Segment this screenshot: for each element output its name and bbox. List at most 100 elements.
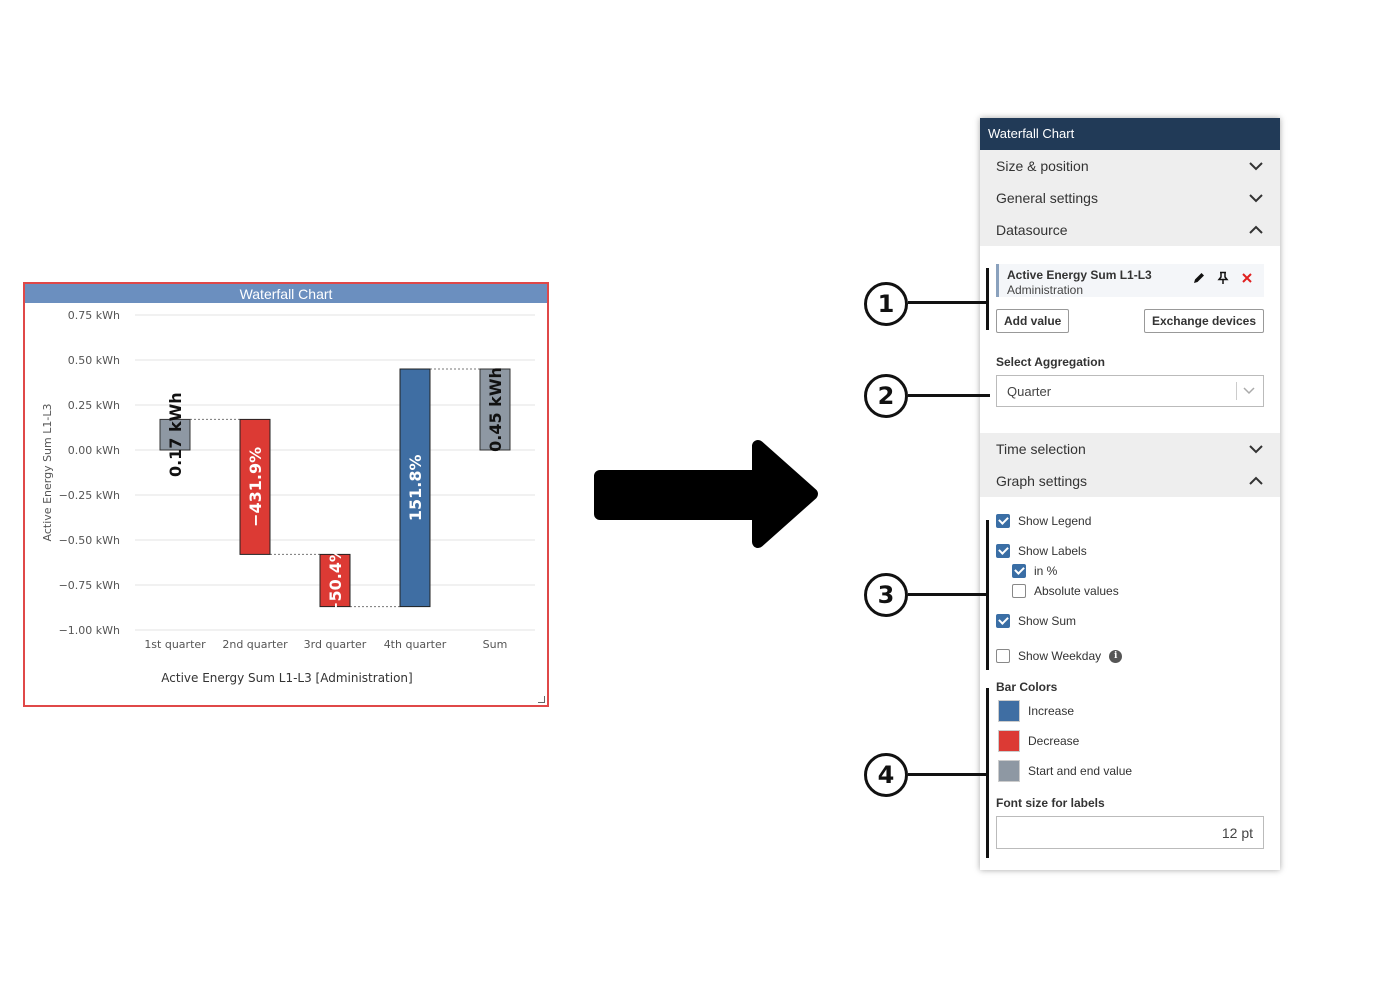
section-label: Time selection (996, 441, 1086, 457)
callout-bracket (986, 688, 989, 858)
start-end-color-swatch[interactable] (998, 760, 1020, 782)
bar-decrease (319, 553, 351, 608)
callout-bracket (986, 520, 989, 670)
show-labels-checkbox[interactable]: Show Labels (996, 541, 1264, 561)
panel-header: Waterfall Chart (980, 118, 1280, 150)
show-legend-checkbox[interactable]: Show Legend (996, 511, 1264, 531)
chevron-down-icon (1249, 162, 1263, 171)
font-size-input[interactable]: 12 pt (996, 816, 1264, 849)
show-weekday-checkbox[interactable]: Show Weekday i (996, 646, 1264, 666)
chevron-up-icon (1249, 225, 1263, 234)
checkbox-unchecked[interactable] (1012, 584, 1026, 598)
chevron-up-icon (1249, 476, 1263, 485)
aggregation-value: Quarter (1007, 383, 1052, 399)
start-end-color-row[interactable]: Start and end value (996, 756, 1264, 786)
checkbox-checked[interactable] (996, 614, 1010, 628)
datasource-name: Active Energy Sum L1-L3 (1007, 268, 1152, 282)
datasource-item[interactable]: Active Energy Sum L1-L3 Administration (996, 264, 1264, 297)
close-icon[interactable] (1240, 271, 1254, 285)
add-value-button[interactable]: Add value (996, 309, 1070, 333)
color-label: Decrease (1028, 734, 1080, 748)
callout-line (908, 394, 990, 397)
pin-icon[interactable] (1216, 271, 1230, 285)
font-size-value: 12 pt (1221, 824, 1253, 841)
y-tick-label: −1.00 kWh (59, 624, 120, 637)
section-datasource[interactable]: Datasource (980, 214, 1280, 246)
y-tick-label: 0.50 kWh (68, 354, 120, 367)
checkbox-label: Absolute values (1034, 584, 1119, 598)
x-tick-label: Sum (483, 638, 508, 651)
pencil-icon[interactable] (1192, 271, 1206, 285)
color-label: Start and end value (1028, 764, 1133, 778)
bar-data-label: 151.8% (406, 454, 425, 521)
decrease-color-swatch[interactable] (998, 730, 1020, 752)
y-tick-label: 0.25 kWh (68, 399, 120, 412)
section-size-position[interactable]: Size & position (980, 150, 1280, 182)
resize-handle[interactable] (538, 696, 545, 703)
bar-start (159, 418, 191, 451)
section-time-selection[interactable]: Time selection (980, 433, 1280, 465)
callout-line (908, 773, 988, 776)
bar-data-label: −50.4% (326, 546, 345, 615)
right-arrow-icon (594, 440, 818, 548)
color-label: Increase (1028, 704, 1075, 718)
section-graph-settings[interactable]: Graph settings (980, 465, 1280, 497)
increase-color-swatch[interactable] (998, 700, 1020, 722)
callout-bracket (986, 268, 989, 330)
increase-color-row[interactable]: Increase (996, 696, 1264, 726)
in-percent-checkbox[interactable]: in % (996, 561, 1264, 581)
checkbox-label: Show Legend (1018, 514, 1092, 528)
chart-title: Waterfall Chart (239, 286, 333, 302)
callout-3: 3 (864, 573, 908, 617)
checkbox-label: Show Weekday (1018, 649, 1102, 663)
checkbox-checked[interactable] (996, 514, 1010, 528)
checkbox-checked[interactable] (1012, 564, 1026, 578)
checkbox-label: Show Sum (1018, 614, 1077, 628)
font-size-label: Font size for labels (996, 796, 1105, 810)
y-tick-label: 0.00 kWh (68, 444, 120, 457)
datasource-location: Administration (1007, 283, 1084, 297)
chevron-down-icon (1243, 387, 1255, 395)
chevron-down-icon (1249, 445, 1263, 454)
bar-increase (399, 368, 431, 608)
section-label: Size & position (996, 158, 1089, 174)
checkbox-checked[interactable] (996, 544, 1010, 558)
callout-line (908, 301, 988, 304)
bar-decrease (239, 418, 271, 555)
y-tick-label: −0.50 kWh (59, 534, 120, 547)
aggregation-select[interactable]: Quarter (996, 375, 1264, 407)
aggregation-label: Select Aggregation (996, 355, 1105, 369)
waterfall-chart-widget[interactable]: Waterfall Chart 0.75 kWh 0.50 kWh 0.25 kWh… (23, 282, 549, 707)
info-icon[interactable]: i (1109, 649, 1123, 663)
chevron-down-icon (1249, 194, 1263, 203)
absolute-values-checkbox[interactable]: Absolute values (996, 581, 1264, 601)
exchange-devices-button[interactable]: Exchange devices (1143, 309, 1264, 333)
section-label: General settings (996, 190, 1098, 206)
y-tick-label: −0.75 kWh (59, 579, 120, 592)
callout-1: 1 (864, 282, 908, 326)
section-label: Datasource (996, 222, 1068, 238)
checkbox-label: Show Labels (1018, 544, 1087, 558)
chart-title-bar: Waterfall Chart (25, 284, 547, 303)
x-axis-label: Active Energy Sum L1-L3 [Administration] (161, 671, 412, 685)
graph-settings-body: Show Legend Show Labels in % Absolute va… (980, 497, 1280, 849)
waterfall-chart: 0.75 kWh 0.50 kWh 0.25 kWh 0.00 kWh −0.25 kW… (41, 309, 535, 685)
datasource-body: Active Energy Sum L1-L3 Administration A… (980, 246, 1280, 419)
bar-data-label: 0.17 kWh (166, 392, 185, 477)
bar-end (479, 368, 511, 451)
x-tick-label: 4th quarter (384, 638, 447, 651)
section-general-settings[interactable]: General settings (980, 182, 1280, 214)
checkbox-label: in % (1034, 564, 1058, 578)
y-tick-label: 0.75 kWh (68, 309, 120, 322)
y-tick-label: −0.25 kWh (59, 489, 120, 502)
y-axis-label: Active Energy Sum L1-L3 (41, 404, 54, 542)
bar-data-label: −431.9% (246, 447, 265, 527)
panel-title: Waterfall Chart (988, 126, 1075, 141)
show-sum-checkbox[interactable]: Show Sum (996, 611, 1264, 631)
section-label: Graph settings (996, 473, 1088, 489)
checkbox-unchecked[interactable] (996, 649, 1010, 663)
bar-data-label: 0.45 kWh (486, 367, 505, 452)
callout-line (908, 593, 988, 596)
decrease-color-row[interactable]: Decrease (996, 726, 1264, 756)
x-tick-label: 2nd quarter (222, 638, 288, 651)
